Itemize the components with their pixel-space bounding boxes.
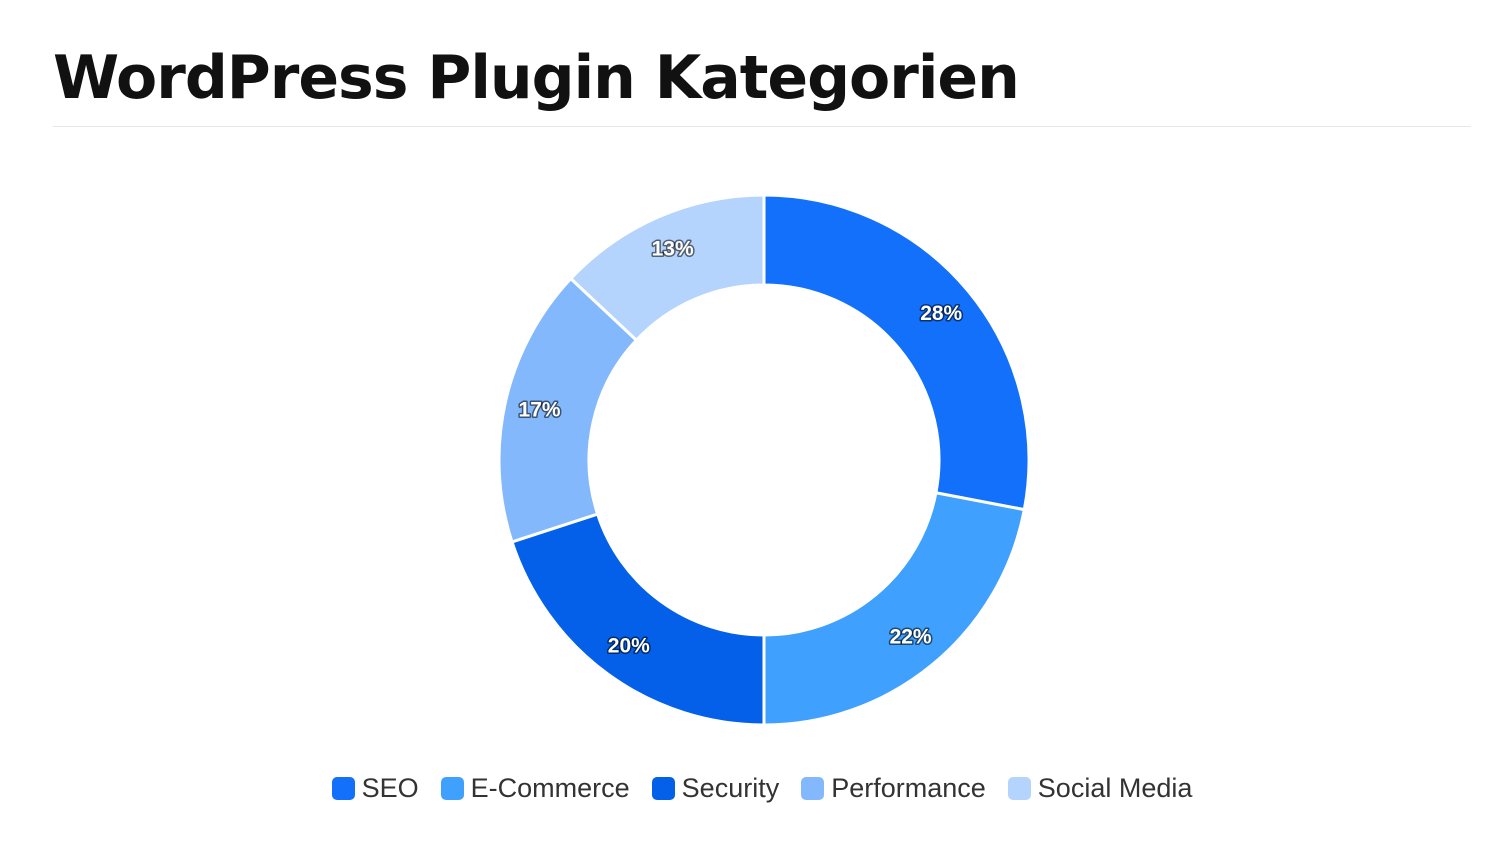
- legend-swatch: [440, 776, 464, 800]
- chart-legend: SEO E-Commerce Security Performance Social M…: [0, 770, 1504, 806]
- legend-item-security[interactable]: Security: [651, 770, 780, 806]
- legend-item-e-commerce[interactable]: E-Commerce: [440, 770, 630, 806]
- chart-slices: [497, 193, 1031, 727]
- legend-label: Social Media: [1037, 773, 1193, 803]
- slice-e-commerce[interactable]: [762, 491, 1027, 727]
- page-title: WordPress Plugin Kategorien: [53, 43, 1020, 113]
- slice-label-e-commerce: 22%: [890, 626, 932, 649]
- legend-label: Performance: [831, 773, 986, 803]
- legend-swatch: [331, 776, 355, 800]
- slice-social-media[interactable]: [568, 193, 766, 343]
- legend-label: Security: [681, 773, 780, 803]
- slice-security[interactable]: [510, 512, 766, 727]
- legend-label: E-Commerce: [470, 773, 630, 803]
- slice-label-performance: 17%: [519, 398, 561, 421]
- legend-swatch: [651, 776, 675, 800]
- slice-label-social-media: 13%: [652, 237, 694, 260]
- legend-item-seo[interactable]: SEO: [331, 770, 419, 806]
- title-divider: [53, 126, 1471, 127]
- legend-item-social-media[interactable]: Social Media: [1007, 770, 1193, 806]
- legend-item-performance[interactable]: Performance: [801, 770, 986, 806]
- slice-seo[interactable]: [762, 193, 1031, 512]
- chart-slice-labels: 28% 22% 20% 17% 13%: [517, 236, 964, 659]
- legend-label: SEO: [361, 773, 419, 803]
- legend-swatch: [801, 776, 825, 800]
- slice-label-security: 20%: [608, 635, 650, 658]
- legend-swatch: [1007, 776, 1031, 800]
- slice-label-seo: 28%: [920, 302, 962, 325]
